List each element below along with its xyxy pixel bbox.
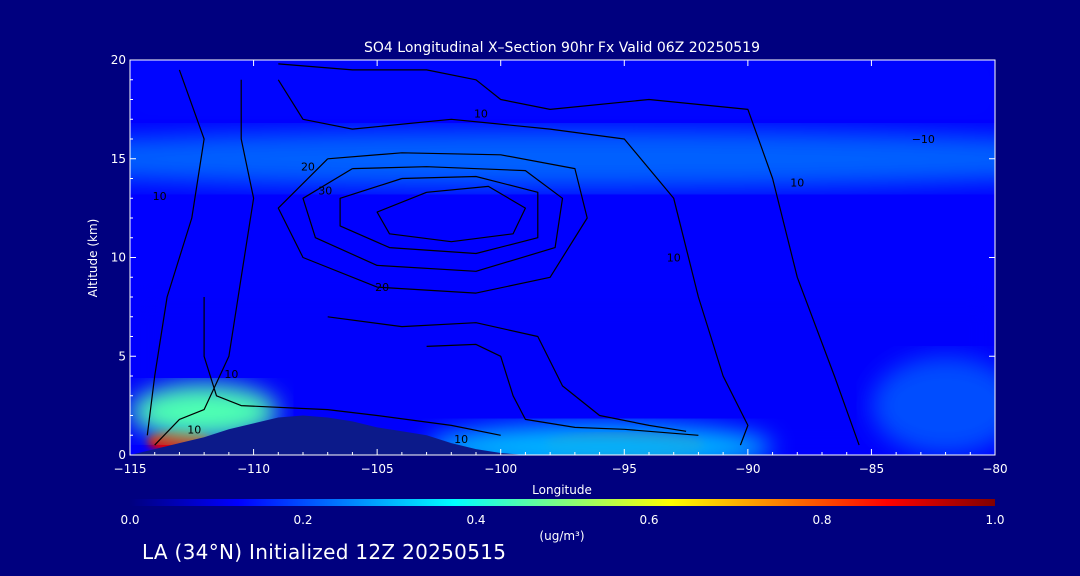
y-tick-label: 20 (111, 53, 126, 67)
colorbar-scale (130, 499, 995, 506)
contour-label-6: 10 (667, 251, 681, 264)
plume-4 (130, 129, 995, 189)
footer-caption: LA (34°N) Initialized 12Z 20250515 (142, 540, 507, 564)
x-axis: −115 −110 −105 −100 −95 −90 −85 −80 (114, 60, 1008, 476)
y-axis: 0 5 10 15 20 (111, 53, 995, 462)
contour-10-3 (277, 79, 749, 446)
contour-10-1 (146, 69, 205, 436)
contour-30-7 (376, 185, 526, 243)
colorbar: 0.0 0.2 0.4 0.6 0.8 1.0 (ug/m³) (120, 499, 1005, 543)
chart-title: SO4 Longitudinal X–Section 90hr Fx Valid… (364, 40, 760, 56)
x-tick-label: −80 (982, 462, 1007, 476)
y-axis-label: Altitude (km) (86, 219, 100, 298)
y-tick-label: 5 (118, 349, 126, 363)
contour-label-5: 10 (790, 176, 804, 189)
contour-label-7: −10 (912, 133, 935, 146)
contour-label-4: 10 (153, 190, 167, 203)
field-top-band (130, 60, 995, 120)
contour-10-2 (154, 79, 255, 446)
plume-1 (130, 383, 279, 440)
contour-label-8: 10 (224, 368, 238, 381)
colorbar-label: (ug/m³) (539, 529, 584, 543)
y-tick-label: 10 (111, 251, 126, 265)
colorbar-tick-label: 0.4 (466, 513, 485, 527)
x-tick-label: −115 (114, 462, 147, 476)
colorbar-ticks: 0.0 0.2 0.4 0.6 0.8 1.0 (120, 513, 1004, 527)
colorbar-tick-label: 0.2 (293, 513, 312, 527)
colorbar-tick-label: 0.0 (120, 513, 139, 527)
x-tick-label: −110 (237, 462, 270, 476)
contour-label-1: 20 (301, 161, 315, 174)
contour-label-10: 10 (187, 423, 201, 436)
contour-20-5 (302, 166, 564, 272)
contour-label-0: 10 (474, 107, 488, 120)
terrain (130, 415, 995, 455)
contour-10-8 (426, 343, 699, 436)
contour-10-9 (327, 316, 687, 432)
concentration-field (130, 60, 995, 455)
plume-5 (871, 356, 995, 455)
contour-10-0 (278, 63, 860, 446)
y-tick-label: 15 (111, 152, 126, 166)
x-tick-label: −105 (361, 462, 394, 476)
x-axis-label: Longitude (532, 483, 592, 497)
contour-label-9: 10 (454, 433, 468, 446)
x-tick-label: −95 (612, 462, 637, 476)
contour-20-4 (277, 152, 588, 294)
contour-30-6 (339, 175, 539, 255)
y-tick-label: 0 (118, 448, 126, 462)
colorbar-tick-label: 0.6 (639, 513, 658, 527)
contour-label-2: 30 (318, 184, 332, 197)
colorbar-tick-label: 1.0 (985, 513, 1004, 527)
x-tick-label: −100 (484, 462, 517, 476)
contour-10-10 (203, 297, 501, 436)
colorbar-tick-label: 0.8 (812, 513, 831, 527)
contour-lines (146, 63, 860, 446)
x-tick-label: −90 (735, 462, 760, 476)
x-tick-label: −85 (859, 462, 884, 476)
contour-label-3: 20 (375, 281, 389, 294)
